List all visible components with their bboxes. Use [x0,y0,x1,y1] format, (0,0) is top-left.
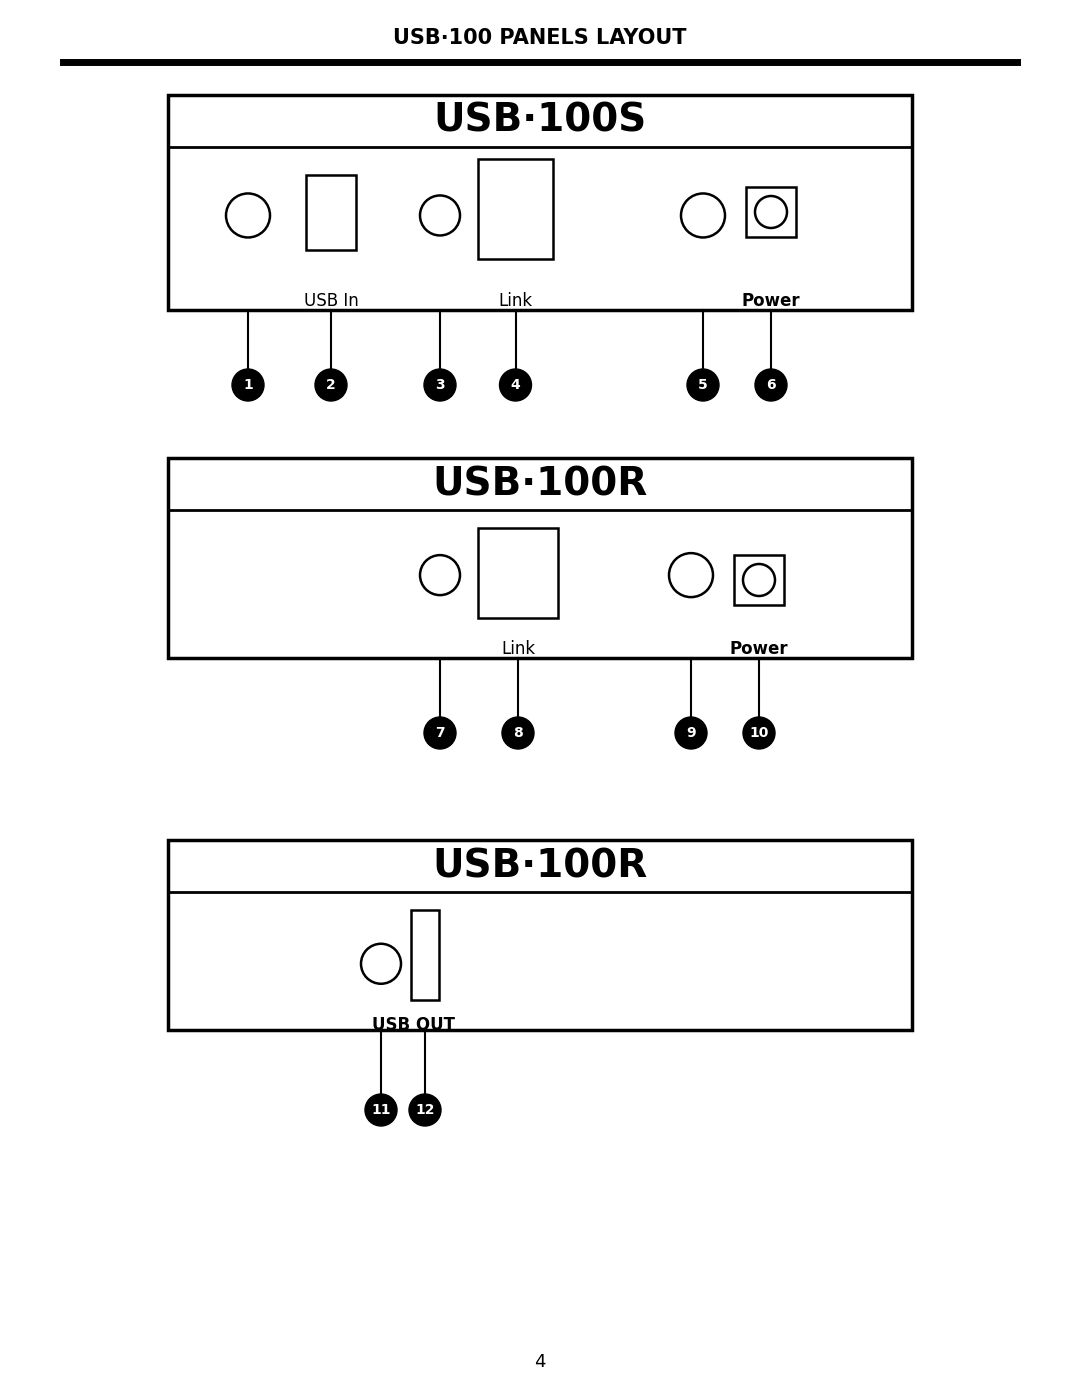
Text: 7: 7 [435,726,445,740]
Circle shape [755,369,787,401]
Text: USB OUT: USB OUT [372,1016,455,1034]
Bar [746,187,796,237]
Text: USB·100R: USB·100R [432,465,648,503]
Circle shape [502,717,534,749]
Text: USB·100R: USB·100R [432,847,648,886]
Bar [734,555,784,605]
Bar [411,909,438,1000]
Text: 4: 4 [535,1354,545,1370]
Text: 9: 9 [686,726,696,740]
Circle shape [743,564,775,597]
Text: 2: 2 [326,379,336,393]
Circle shape [499,369,531,401]
Circle shape [420,196,460,236]
Text: 10: 10 [750,726,769,740]
Text: Power: Power [742,292,800,310]
Text: USB·100 PANELS LAYOUT: USB·100 PANELS LAYOUT [393,28,687,47]
Text: 8: 8 [513,726,523,740]
Text: 4: 4 [511,379,521,393]
Text: 12: 12 [415,1104,435,1118]
Text: USB In: USB In [303,292,359,310]
Bar [478,159,553,258]
Text: Link: Link [501,640,535,658]
Circle shape [361,944,401,983]
Text: 1: 1 [243,379,253,393]
Text: Power: Power [730,640,788,658]
Circle shape [315,369,347,401]
Circle shape [669,553,713,597]
Bar [168,840,912,1030]
Text: 5: 5 [698,379,707,393]
Circle shape [755,196,787,228]
Circle shape [409,1094,441,1126]
Text: USB·100S: USB·100S [433,102,647,140]
Circle shape [365,1094,397,1126]
Circle shape [424,369,456,401]
Circle shape [424,717,456,749]
Circle shape [743,717,775,749]
Circle shape [226,193,270,237]
Bar [168,458,912,658]
Circle shape [675,717,707,749]
Bar [306,175,356,250]
Text: 3: 3 [435,379,445,393]
Circle shape [687,369,719,401]
Text: 11: 11 [372,1104,391,1118]
Text: 6: 6 [766,379,775,393]
Bar [478,528,558,617]
Text: Link: Link [499,292,532,310]
Circle shape [681,193,725,237]
Bar [168,95,912,310]
Circle shape [232,369,264,401]
Circle shape [420,555,460,595]
